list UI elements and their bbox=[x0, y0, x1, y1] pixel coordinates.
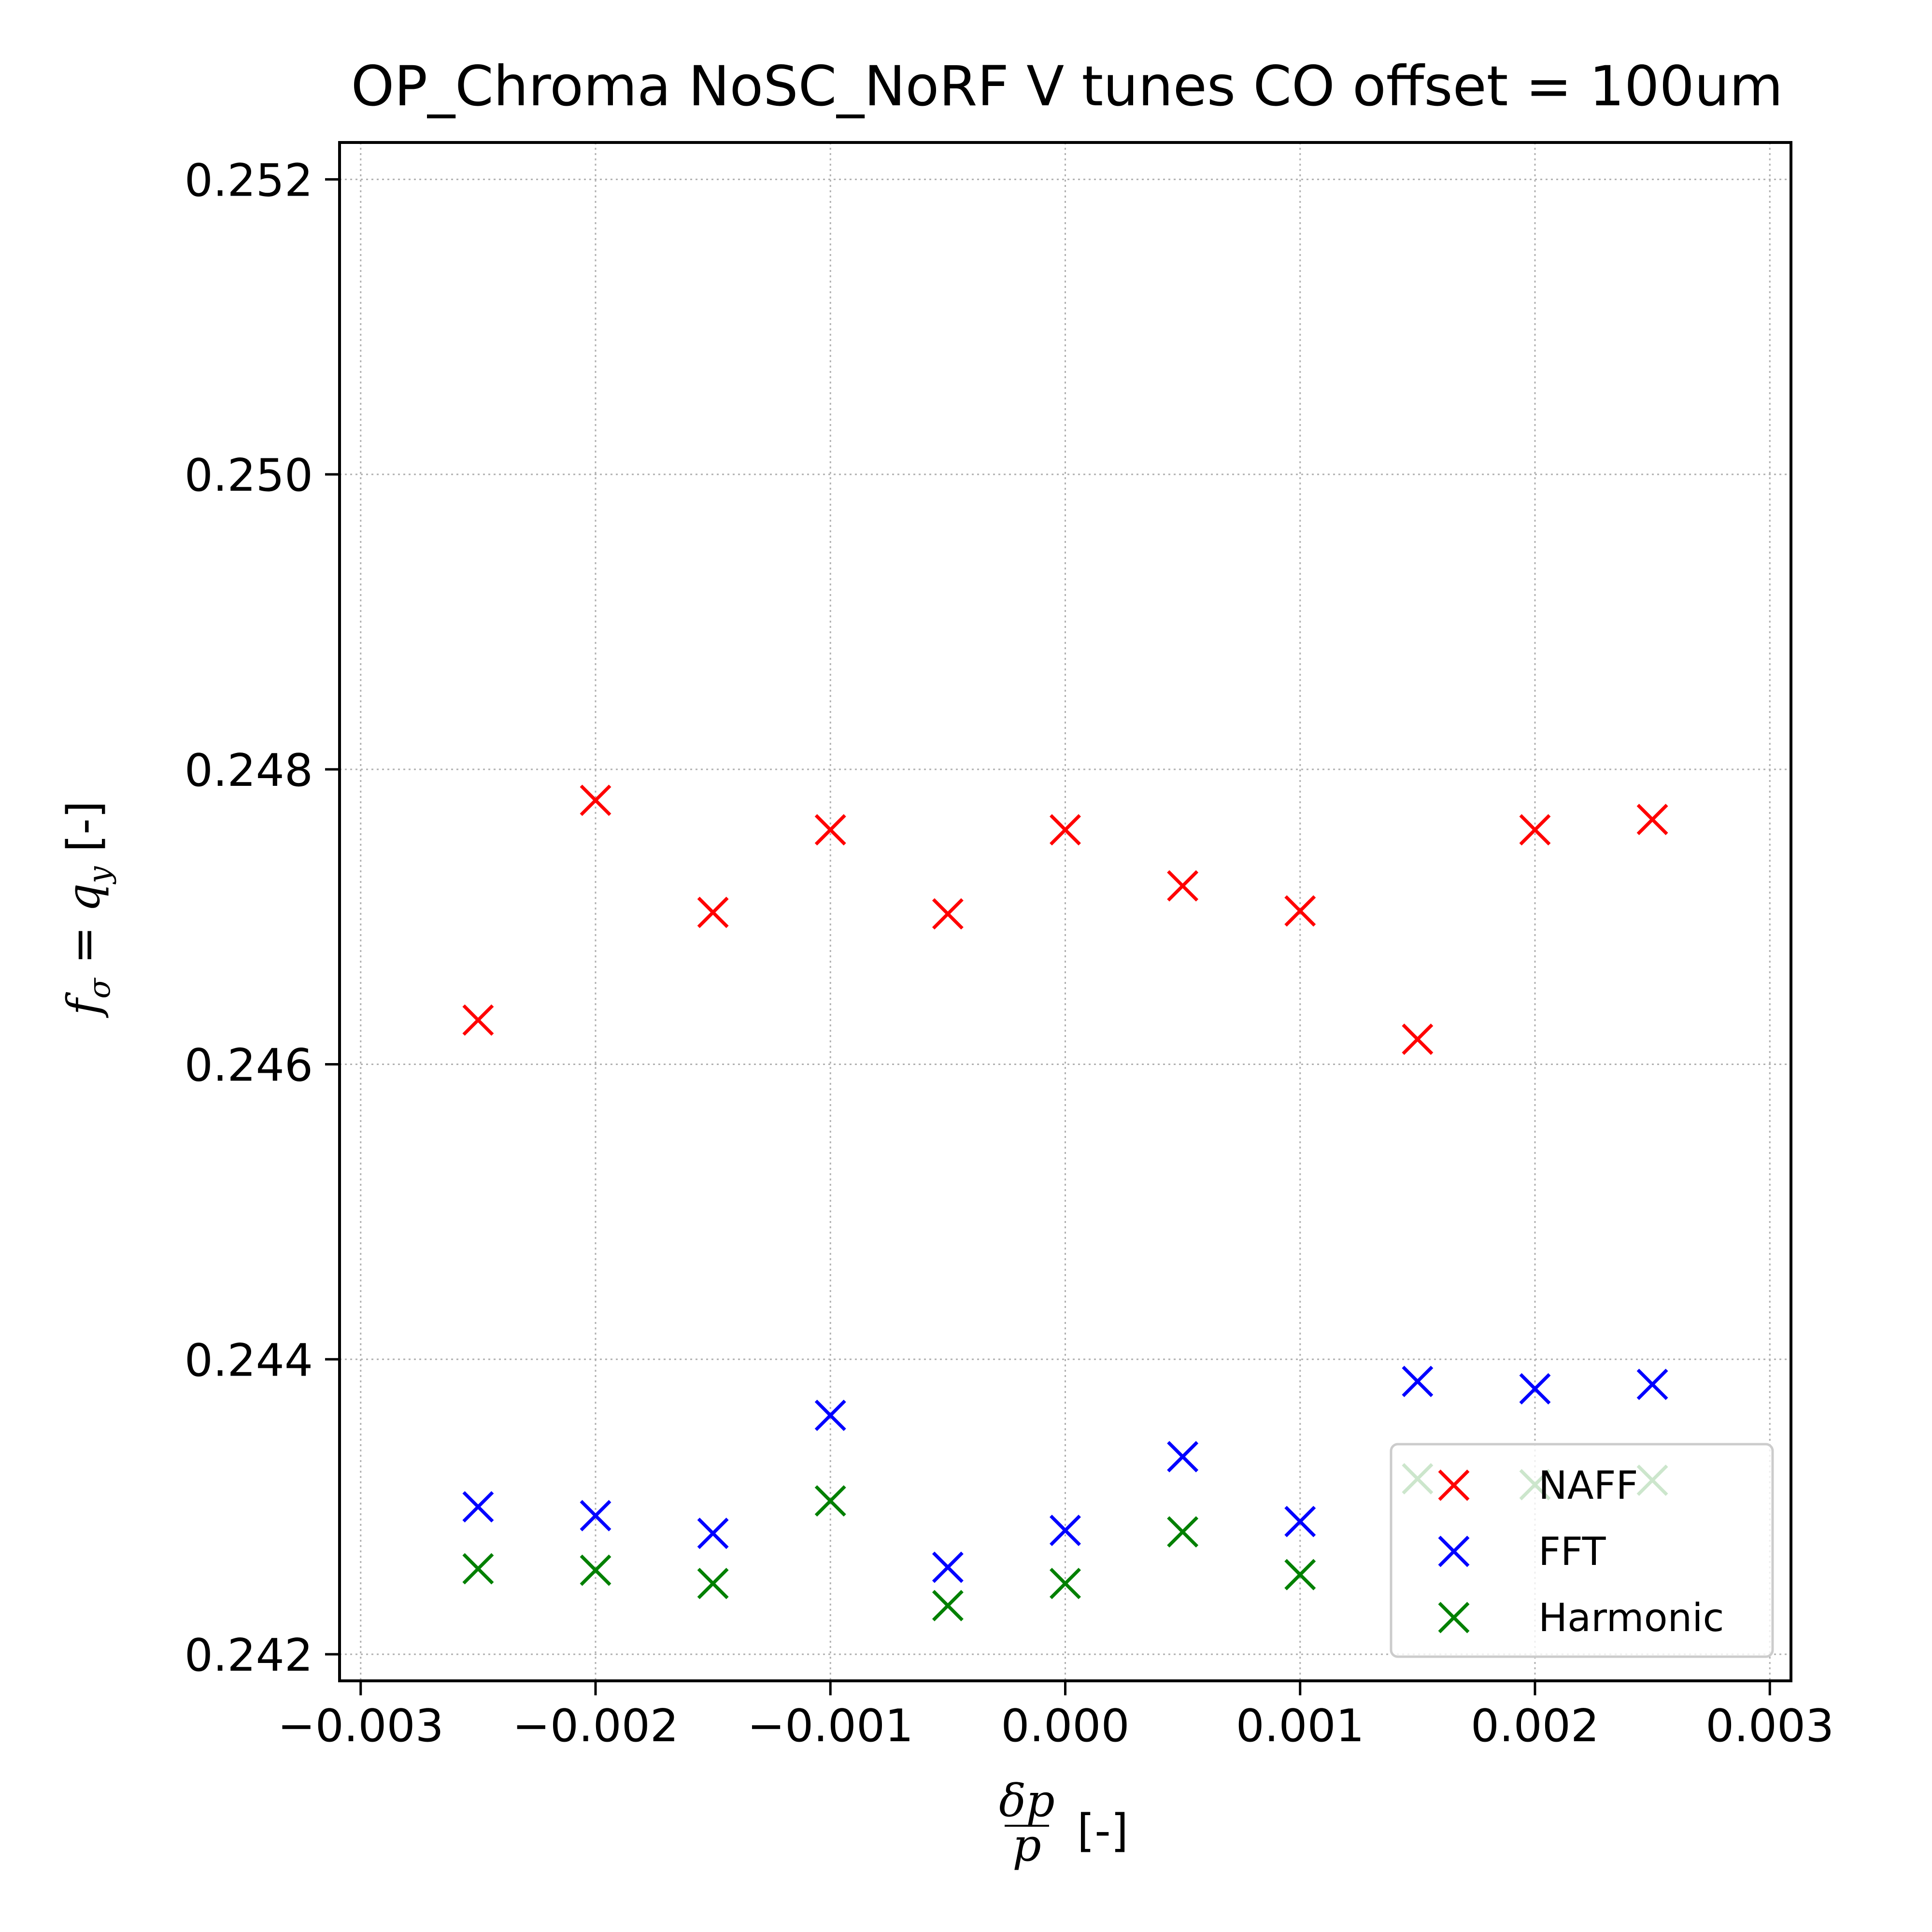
y-tick-label: 0.242 bbox=[185, 1629, 313, 1681]
legend-label: FFT bbox=[1538, 1529, 1606, 1574]
legend-entry-harmonic: Harmonic bbox=[1438, 1595, 1724, 1640]
y-tick-label: 0.250 bbox=[185, 449, 313, 501]
y-axis-label: fσ = qy [-] bbox=[57, 801, 117, 1018]
grid bbox=[340, 142, 1791, 1681]
x-tick-label: 0.000 bbox=[1001, 1700, 1129, 1752]
point-harmonic bbox=[932, 1590, 964, 1621]
point-naff bbox=[814, 814, 846, 846]
point-harmonic bbox=[1284, 1559, 1316, 1591]
point-naff bbox=[580, 784, 611, 816]
point-naff bbox=[1167, 870, 1199, 902]
legend-label: NAFF bbox=[1538, 1463, 1638, 1508]
legend-entry-fft: FFT bbox=[1438, 1529, 1606, 1574]
point-naff bbox=[1519, 814, 1551, 846]
point-harmonic bbox=[697, 1567, 729, 1599]
point-fft bbox=[580, 1500, 611, 1532]
y-tick-label: 0.248 bbox=[185, 744, 313, 796]
point-naff bbox=[697, 896, 729, 928]
point-harmonic bbox=[1050, 1567, 1081, 1599]
y-tick-label: 0.252 bbox=[185, 154, 313, 206]
point-fft bbox=[1402, 1365, 1434, 1397]
legend-marker bbox=[1438, 1602, 1470, 1634]
point-fft bbox=[1050, 1515, 1081, 1546]
y-tick-label: 0.246 bbox=[185, 1039, 313, 1092]
legend-marker bbox=[1438, 1469, 1470, 1501]
point-naff bbox=[462, 1004, 494, 1036]
point-naff bbox=[1402, 1023, 1434, 1055]
x-axis-label: δp p [-] bbox=[999, 1775, 1128, 1871]
point-fft bbox=[1167, 1441, 1199, 1473]
point-harmonic bbox=[1167, 1516, 1199, 1548]
point-harmonic bbox=[462, 1553, 494, 1585]
legend-label: Harmonic bbox=[1538, 1595, 1724, 1640]
svg-text:p: p bbox=[1012, 1819, 1041, 1871]
point-fft bbox=[462, 1491, 494, 1523]
x-tick-label: −0.001 bbox=[747, 1700, 913, 1752]
point-naff bbox=[1050, 814, 1081, 846]
point-fft bbox=[932, 1551, 964, 1583]
point-harmonic bbox=[814, 1485, 846, 1517]
y-tick-label: 0.244 bbox=[185, 1334, 313, 1386]
axes: −0.003 −0.002 −0.001 0.000 0.001 0.002 0.003 0.… bbox=[185, 141, 1834, 1752]
legend: NAFF FFT Harmonic bbox=[1390, 1443, 1774, 1658]
point-naff bbox=[1284, 895, 1316, 927]
svg-text:fσ = qy [-]: fσ = qy [-] bbox=[57, 801, 117, 1018]
svg-text:[-]: [-] bbox=[1077, 1804, 1128, 1857]
legend-marker bbox=[1438, 1535, 1470, 1567]
x-tick-label: 0.001 bbox=[1236, 1700, 1364, 1752]
legend-entry-naff: NAFF bbox=[1438, 1463, 1638, 1508]
x-tick-label: −0.002 bbox=[512, 1700, 679, 1752]
x-tick-label: 0.002 bbox=[1471, 1700, 1599, 1752]
point-naff bbox=[1636, 804, 1668, 836]
point-fft bbox=[814, 1399, 846, 1431]
point-naff bbox=[932, 898, 964, 930]
point-fft bbox=[1636, 1368, 1668, 1400]
x-tick-label: −0.003 bbox=[278, 1700, 444, 1752]
data-marks bbox=[462, 784, 1668, 1621]
chart-title: OP_Chroma NoSC_NoRF V tunes CO offset = … bbox=[351, 54, 1783, 118]
svg-text:δp: δp bbox=[999, 1775, 1055, 1827]
legend-box bbox=[1390, 1443, 1774, 1658]
point-fft bbox=[1519, 1373, 1551, 1405]
x-tick-label: 0.003 bbox=[1705, 1700, 1834, 1752]
point-harmonic bbox=[580, 1554, 611, 1586]
point-fft bbox=[697, 1518, 729, 1549]
point-fft bbox=[1284, 1506, 1316, 1537]
